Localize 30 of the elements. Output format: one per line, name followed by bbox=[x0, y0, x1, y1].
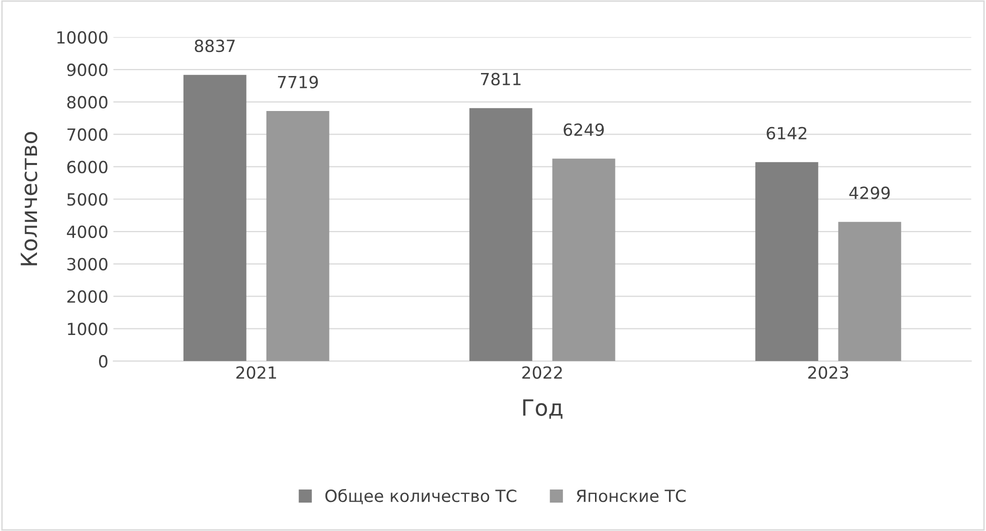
y-tick-label: 8000 bbox=[67, 96, 108, 109]
y-tick-label: 1000 bbox=[68, 322, 108, 336]
y-axis-title: Количество bbox=[20, 132, 38, 266]
legend-label: Общее количество ТС bbox=[325, 488, 516, 504]
y-tick-label: 4000 bbox=[66, 225, 108, 238]
bar bbox=[755, 162, 818, 362]
y-tick-label: 6000 bbox=[67, 160, 108, 174]
y-tick-label: 0 bbox=[99, 355, 108, 368]
x-tick-label: 2023 bbox=[808, 366, 848, 379]
data-label: 7811 bbox=[481, 72, 521, 86]
y-tick-label: 10000 bbox=[57, 31, 108, 44]
x-axis-title: Год bbox=[523, 399, 562, 419]
data-label: 6249 bbox=[564, 123, 604, 136]
data-label: 6142 bbox=[766, 126, 806, 140]
bar bbox=[183, 74, 246, 362]
x-tick-label: 2022 bbox=[522, 366, 562, 379]
bar bbox=[266, 111, 330, 362]
data-label: 7719 bbox=[278, 76, 318, 88]
y-tick-label: 2000 bbox=[67, 290, 108, 303]
y-tick-label: 5000 bbox=[67, 193, 108, 206]
y-tick-label: 9000 bbox=[67, 64, 108, 76]
data-label: 4299 bbox=[849, 186, 890, 200]
legend-label: Японские ТС bbox=[576, 490, 686, 502]
x-tick-label: 2021 bbox=[236, 366, 276, 379]
y-tick-label: 7000 bbox=[67, 128, 108, 141]
data-label: 8837 bbox=[194, 40, 235, 52]
bar bbox=[838, 222, 902, 362]
bar bbox=[469, 108, 532, 362]
y-tick-label: 3000 bbox=[67, 258, 108, 270]
bar bbox=[552, 158, 616, 362]
